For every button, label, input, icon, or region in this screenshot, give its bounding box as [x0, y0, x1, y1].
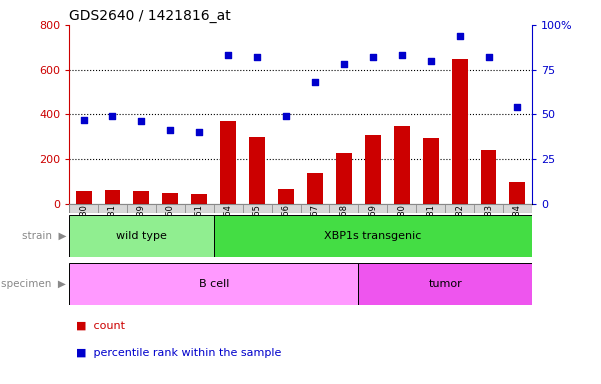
Bar	[394, 126, 410, 204]
Text: GSM160864: GSM160864	[224, 204, 233, 255]
Point	[136, 118, 146, 124]
Text: GSM160730: GSM160730	[79, 204, 88, 255]
Bar	[387, 204, 416, 213]
Text: GSM160883: GSM160883	[484, 204, 493, 255]
Text: GSM160884: GSM160884	[513, 204, 522, 255]
Text: GDS2640 / 1421816_at: GDS2640 / 1421816_at	[69, 8, 231, 23]
Text: GSM160869: GSM160869	[368, 204, 377, 255]
Bar	[69, 215, 214, 257]
Bar	[69, 263, 358, 305]
Bar	[69, 204, 98, 213]
Point	[484, 54, 493, 60]
Bar	[307, 174, 323, 204]
Text: tumor: tumor	[429, 279, 462, 289]
Text: specimen  ▶: specimen ▶	[1, 279, 66, 289]
Bar	[503, 204, 532, 213]
Text: GSM160867: GSM160867	[311, 204, 320, 255]
Point	[195, 129, 204, 135]
Bar	[243, 204, 272, 213]
Text: GSM160880: GSM160880	[397, 204, 406, 255]
Bar	[336, 153, 352, 204]
Bar	[105, 190, 120, 204]
Bar	[156, 204, 185, 213]
Text: ■  count: ■ count	[69, 321, 125, 331]
Point	[397, 52, 406, 58]
Text: wild type: wild type	[116, 231, 167, 241]
Bar	[98, 204, 127, 213]
Bar	[191, 194, 207, 204]
Bar	[329, 204, 358, 213]
Bar	[76, 191, 91, 204]
Bar	[214, 215, 532, 257]
Bar	[133, 191, 150, 204]
Point	[281, 113, 291, 119]
Point	[339, 61, 349, 67]
Bar	[220, 121, 236, 204]
Text: GSM160868: GSM160868	[340, 204, 349, 255]
Text: GSM160861: GSM160861	[195, 204, 204, 255]
Text: ■  percentile rank within the sample: ■ percentile rank within the sample	[69, 348, 281, 358]
Point	[426, 58, 436, 64]
Bar	[358, 263, 532, 305]
Point	[79, 116, 88, 122]
Point	[252, 54, 262, 60]
Bar	[278, 189, 294, 204]
Text: GSM160881: GSM160881	[426, 204, 435, 255]
Bar	[272, 204, 300, 213]
Point	[108, 113, 117, 119]
Bar	[185, 204, 214, 213]
Text: GSM160860: GSM160860	[166, 204, 175, 255]
Text: strain  ▶: strain ▶	[22, 231, 66, 241]
Text: XBP1s transgenic: XBP1s transgenic	[324, 231, 421, 241]
Bar	[423, 138, 439, 204]
Text: GSM160739: GSM160739	[137, 204, 146, 255]
Text: B cell: B cell	[198, 279, 229, 289]
Bar	[510, 182, 525, 204]
Point	[165, 127, 175, 133]
Bar	[300, 204, 329, 213]
Bar	[365, 136, 381, 204]
Bar	[481, 151, 496, 204]
Bar	[162, 194, 178, 204]
Text: GSM160866: GSM160866	[281, 204, 290, 255]
Text: GSM160865: GSM160865	[252, 204, 261, 255]
Point	[455, 33, 465, 39]
Bar	[474, 204, 503, 213]
Bar	[416, 204, 445, 213]
Bar	[127, 204, 156, 213]
Text: GSM160882: GSM160882	[455, 204, 464, 255]
Bar	[214, 204, 243, 213]
Bar	[249, 137, 265, 204]
Point	[310, 79, 320, 85]
Bar	[451, 59, 468, 204]
Point	[368, 54, 377, 60]
Text: GSM160731: GSM160731	[108, 204, 117, 255]
Point	[513, 104, 522, 110]
Point	[224, 52, 233, 58]
Bar	[445, 204, 474, 213]
Bar	[358, 204, 387, 213]
